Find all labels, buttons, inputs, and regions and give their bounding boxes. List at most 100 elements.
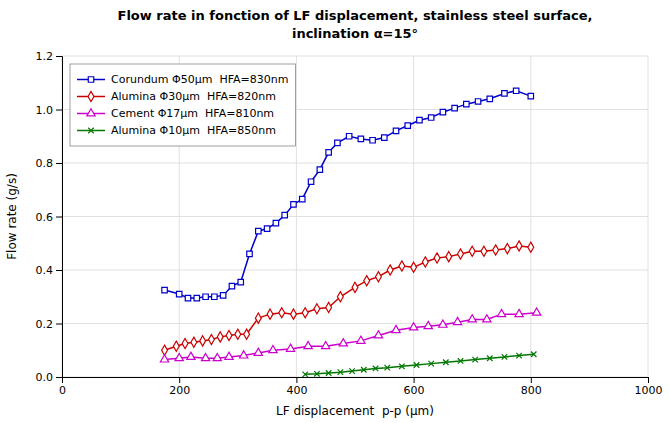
marker bbox=[483, 315, 491, 322]
marker bbox=[173, 341, 179, 351]
tick-label: 1.2 bbox=[36, 50, 54, 63]
marker bbox=[528, 242, 534, 252]
marker bbox=[229, 283, 234, 288]
marker bbox=[417, 117, 422, 122]
marker bbox=[497, 309, 505, 316]
tick-mark bbox=[56, 163, 62, 164]
grid-line bbox=[62, 216, 648, 217]
marker bbox=[255, 313, 261, 323]
axis-line bbox=[63, 378, 649, 384]
marker bbox=[191, 337, 197, 347]
tick-mark bbox=[296, 377, 297, 383]
tick: 1.2 bbox=[36, 50, 63, 63]
tick-mark bbox=[531, 377, 532, 383]
marker bbox=[411, 262, 417, 272]
grid-line bbox=[62, 163, 648, 164]
marker bbox=[531, 352, 536, 357]
legend-marker bbox=[87, 109, 95, 116]
tick-label: 1000 bbox=[635, 384, 663, 397]
marker bbox=[409, 323, 417, 330]
marker bbox=[279, 308, 285, 318]
marker bbox=[273, 220, 278, 225]
tick-mark bbox=[56, 56, 62, 57]
marker bbox=[160, 355, 168, 362]
title: Flow rate in fonction of LF displacement… bbox=[118, 8, 593, 23]
marker bbox=[361, 367, 366, 372]
marker bbox=[352, 282, 358, 292]
marker bbox=[226, 330, 232, 340]
series bbox=[160, 308, 540, 362]
tick: 600 bbox=[404, 377, 425, 397]
marker bbox=[373, 366, 378, 371]
marker bbox=[254, 348, 262, 355]
series bbox=[162, 241, 534, 356]
marker bbox=[291, 202, 296, 207]
marker bbox=[314, 371, 319, 376]
legend-item: Corundum Φ50μm HFA=830nm bbox=[77, 73, 288, 86]
marker bbox=[194, 295, 199, 300]
marker bbox=[382, 135, 387, 140]
tick: 200 bbox=[169, 377, 190, 397]
tick-label: 600 bbox=[404, 384, 425, 397]
line bbox=[305, 354, 534, 374]
tick: 800 bbox=[521, 377, 542, 397]
line bbox=[165, 246, 531, 350]
tick-label: 0.6 bbox=[36, 211, 54, 224]
marker bbox=[286, 344, 294, 351]
tick: 0.0 bbox=[36, 371, 63, 384]
marker bbox=[375, 272, 381, 282]
marker bbox=[472, 357, 477, 362]
marker bbox=[393, 128, 398, 133]
legend-label: Corundum Φ50μm HFA=830nm bbox=[111, 73, 288, 86]
marker bbox=[468, 315, 476, 322]
grid-line bbox=[62, 323, 648, 324]
marker bbox=[349, 368, 354, 373]
marker bbox=[239, 351, 247, 358]
legend-item: Alumina Φ30μm HFA=820nm bbox=[77, 90, 276, 103]
marker bbox=[339, 339, 347, 346]
marker bbox=[208, 334, 214, 344]
legend-marker bbox=[88, 77, 93, 82]
line bbox=[165, 313, 537, 360]
subtitle: inclination α=15° bbox=[292, 26, 418, 41]
marker bbox=[326, 150, 331, 155]
tick-mark bbox=[414, 377, 415, 383]
legend-item: Alumina Φ10μm HFA=850nm bbox=[77, 124, 276, 137]
marker bbox=[213, 353, 221, 360]
legend-box bbox=[70, 64, 295, 146]
marker bbox=[487, 356, 492, 361]
tick-mark bbox=[56, 217, 62, 218]
marker bbox=[528, 93, 533, 98]
marker bbox=[235, 329, 241, 339]
marker bbox=[439, 320, 447, 327]
marker bbox=[469, 246, 475, 256]
marker bbox=[532, 308, 540, 315]
marker bbox=[428, 361, 433, 366]
marker bbox=[452, 105, 457, 110]
tick-label: 0 bbox=[59, 384, 66, 397]
marker bbox=[346, 134, 351, 139]
tick-label: 0.8 bbox=[36, 157, 54, 170]
tick: 400 bbox=[286, 377, 307, 397]
marker bbox=[175, 353, 183, 360]
tick: 0.8 bbox=[36, 157, 63, 170]
marker bbox=[322, 341, 330, 348]
marker bbox=[176, 291, 181, 296]
tick-mark bbox=[56, 270, 62, 271]
tick-label: 0.2 bbox=[36, 318, 54, 331]
marker bbox=[185, 295, 190, 300]
marker bbox=[502, 91, 507, 96]
marker bbox=[493, 245, 499, 255]
marker bbox=[364, 276, 370, 286]
marker bbox=[220, 293, 225, 298]
marker bbox=[264, 226, 269, 231]
marker bbox=[238, 279, 243, 284]
marker bbox=[314, 304, 320, 314]
tick: 0.6 bbox=[36, 211, 63, 224]
tick-mark bbox=[648, 377, 649, 383]
tick-mark bbox=[56, 110, 62, 111]
marker bbox=[358, 136, 363, 141]
axis-line bbox=[56, 57, 63, 378]
marker bbox=[422, 257, 428, 267]
marker bbox=[392, 325, 400, 332]
